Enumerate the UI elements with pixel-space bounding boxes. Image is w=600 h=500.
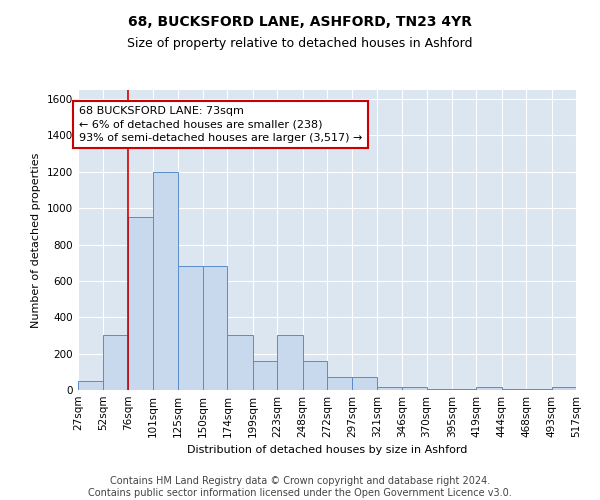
Bar (178, 266, 203, 390)
Text: 68 BUCKSFORD LANE: 73sqm
← 6% of detached houses are smaller (238)
93% of semi-d: 68 BUCKSFORD LANE: 73sqm ← 6% of detache… (79, 106, 362, 143)
Bar (277, 336, 302, 390)
Bar (526, 389, 551, 390)
Bar (402, 388, 427, 390)
Bar (128, 218, 153, 390)
Text: Contains HM Land Registry data © Crown copyright and database right 2024.
Contai: Contains HM Land Registry data © Crown c… (88, 476, 512, 498)
Bar (203, 266, 227, 390)
X-axis label: Distribution of detached houses by size in Ashford: Distribution of detached houses by size … (187, 446, 467, 456)
Bar (327, 378, 352, 390)
Bar (78, 381, 103, 390)
Bar (452, 389, 476, 390)
Bar (551, 388, 576, 390)
Bar (427, 389, 452, 390)
Bar (352, 378, 377, 390)
Bar (227, 336, 253, 390)
Bar (103, 336, 128, 390)
Y-axis label: Number of detached properties: Number of detached properties (31, 152, 41, 328)
Bar (253, 361, 277, 390)
Bar (502, 389, 526, 390)
Bar (476, 388, 502, 390)
Text: 68, BUCKSFORD LANE, ASHFORD, TN23 4YR: 68, BUCKSFORD LANE, ASHFORD, TN23 4YR (128, 15, 472, 29)
Text: Size of property relative to detached houses in Ashford: Size of property relative to detached ho… (127, 38, 473, 51)
Bar (377, 388, 402, 390)
Bar (302, 361, 327, 390)
Bar (153, 172, 178, 390)
